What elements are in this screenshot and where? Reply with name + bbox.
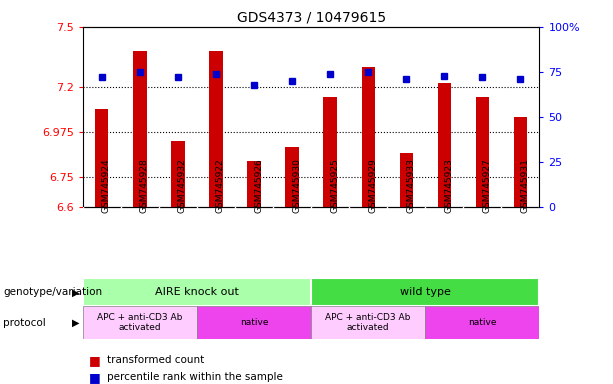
Bar bbox=[197, 306, 311, 339]
Bar bbox=[95, 109, 109, 207]
Text: ▶: ▶ bbox=[72, 287, 80, 298]
Text: GSM745928: GSM745928 bbox=[140, 158, 149, 213]
Bar bbox=[83, 278, 311, 306]
Text: native: native bbox=[240, 318, 268, 327]
Text: GSM745929: GSM745929 bbox=[368, 158, 377, 213]
Bar bbox=[362, 67, 375, 207]
Bar bbox=[514, 117, 527, 207]
Bar bbox=[400, 153, 413, 207]
Bar bbox=[476, 97, 489, 207]
Bar bbox=[425, 306, 539, 339]
Text: ■: ■ bbox=[89, 354, 101, 367]
Bar bbox=[311, 278, 539, 306]
Text: GSM745922: GSM745922 bbox=[216, 159, 225, 213]
Text: GSM745923: GSM745923 bbox=[444, 158, 453, 213]
Bar bbox=[133, 51, 147, 207]
Text: GSM745925: GSM745925 bbox=[330, 158, 339, 213]
Text: AIRE knock out: AIRE knock out bbox=[155, 287, 239, 298]
Text: ■: ■ bbox=[89, 371, 101, 384]
Bar bbox=[83, 306, 197, 339]
Bar bbox=[209, 51, 223, 207]
Text: percentile rank within the sample: percentile rank within the sample bbox=[107, 372, 283, 382]
Text: APC + anti-CD3 Ab
activated: APC + anti-CD3 Ab activated bbox=[97, 313, 183, 333]
Text: genotype/variation: genotype/variation bbox=[3, 287, 102, 298]
Bar bbox=[248, 161, 261, 207]
Bar bbox=[171, 141, 185, 207]
Text: native: native bbox=[468, 318, 497, 327]
Bar bbox=[286, 147, 299, 207]
Text: transformed count: transformed count bbox=[107, 355, 205, 365]
Bar bbox=[324, 97, 337, 207]
Text: APC + anti-CD3 Ab
activated: APC + anti-CD3 Ab activated bbox=[326, 313, 411, 333]
Title: GDS4373 / 10479615: GDS4373 / 10479615 bbox=[237, 10, 386, 24]
Bar bbox=[438, 83, 451, 207]
Text: GSM745930: GSM745930 bbox=[292, 158, 301, 213]
Text: protocol: protocol bbox=[3, 318, 46, 328]
Text: GSM745924: GSM745924 bbox=[102, 159, 111, 213]
Text: GSM745926: GSM745926 bbox=[254, 158, 263, 213]
Text: ▶: ▶ bbox=[72, 318, 80, 328]
Text: wild type: wild type bbox=[400, 287, 451, 298]
Text: GSM745932: GSM745932 bbox=[178, 158, 187, 213]
Text: GSM745927: GSM745927 bbox=[482, 158, 492, 213]
Bar bbox=[311, 306, 425, 339]
Text: GSM745933: GSM745933 bbox=[406, 158, 415, 213]
Text: GSM745931: GSM745931 bbox=[520, 158, 530, 213]
